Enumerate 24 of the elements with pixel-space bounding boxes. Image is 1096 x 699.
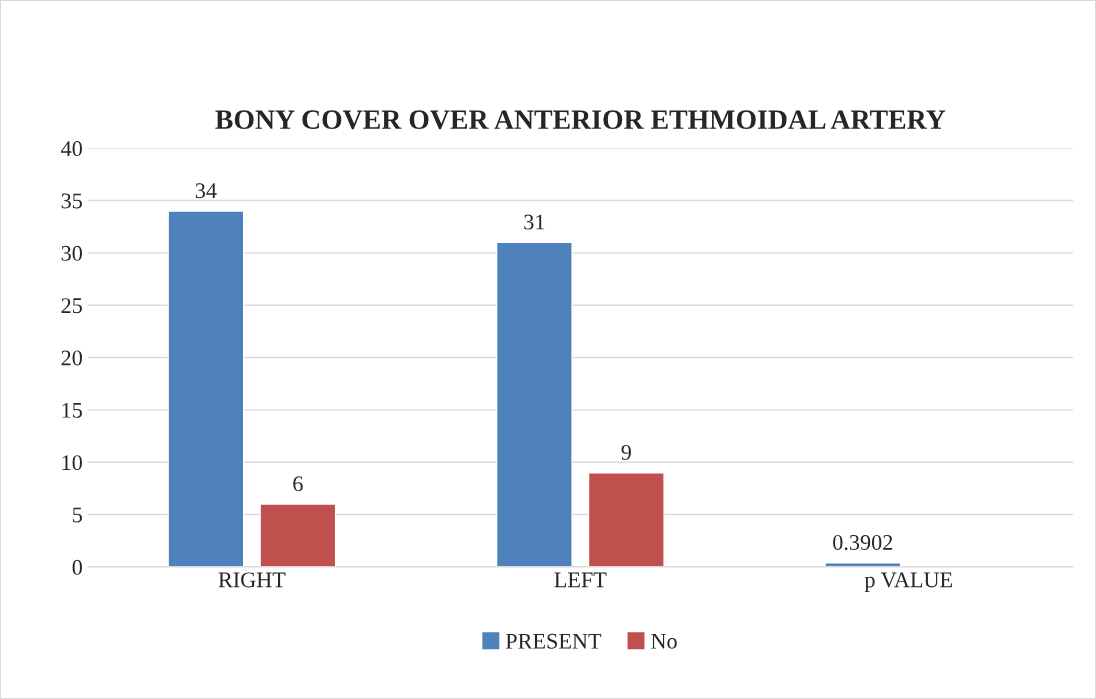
y-tick-label: 10 xyxy=(62,455,82,471)
data-label: 0.3902 xyxy=(833,534,893,551)
x-tick-label: LEFT xyxy=(554,572,607,588)
y-tick-label: 30 xyxy=(61,245,82,261)
chart-title: BONY COVER OVER ANTERIOR ETHMOIDAL ARTERY xyxy=(215,110,946,130)
y-tick-label: 15 xyxy=(62,402,82,418)
y-tick-label: 25 xyxy=(61,298,82,314)
data-label: 6 xyxy=(293,476,303,492)
y-tick-label: 20 xyxy=(61,350,82,366)
data-label: 9 xyxy=(621,444,631,460)
bar xyxy=(259,503,337,567)
y-tick-label: 0 xyxy=(72,559,82,575)
bar xyxy=(495,241,573,567)
data-label: 31 xyxy=(524,214,545,230)
bar xyxy=(587,471,665,567)
legend-label: No xyxy=(651,633,677,649)
data-label: 34 xyxy=(195,183,217,199)
x-tick-label: RIGHT xyxy=(218,572,286,588)
y-tick-label: 40 xyxy=(61,141,82,157)
legend-label: PRESENT xyxy=(505,633,602,649)
bar xyxy=(167,210,245,567)
y-tick-label: 5 xyxy=(73,507,82,523)
y-tick-label: 35 xyxy=(61,193,82,209)
x-tick-label: p VALUE xyxy=(864,572,953,592)
